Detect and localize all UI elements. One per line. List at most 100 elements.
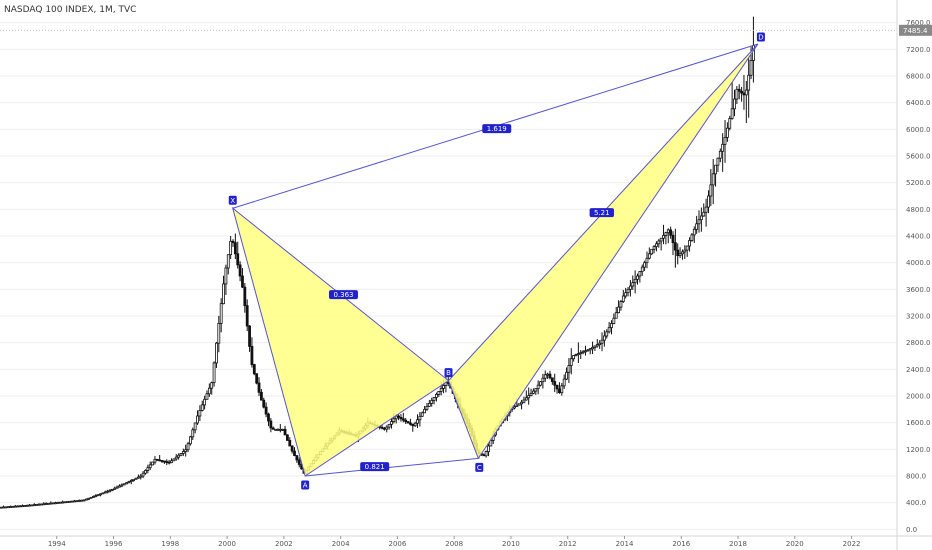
candle-body [709,184,713,197]
x-tick-label: 2008 [445,540,463,548]
candle-body [37,503,41,506]
candle-body [387,423,391,428]
candle-body [401,418,405,421]
candle-body [617,306,620,314]
candle-body [735,88,739,100]
candle-body [11,505,15,508]
candle-body [16,505,20,508]
pattern-line-ac [305,457,479,477]
candle-body [23,505,27,507]
candle-body [742,92,746,96]
candle-body [250,345,254,365]
candle-body [737,88,741,92]
candle-body [103,491,107,494]
candle-body [430,399,434,404]
candle-body [655,243,658,247]
candle-body [172,458,176,462]
x-tick-label: 1996 [105,540,123,548]
candle-body [437,391,441,395]
candle-body [25,504,29,507]
candle-body [548,373,552,379]
candle-body [629,285,632,290]
candle-body [541,377,545,383]
candle-body [196,415,199,424]
candle-body [553,381,557,386]
candle-body [267,413,270,422]
candle-body [390,421,393,425]
candle-body [574,354,578,356]
candle-body [529,392,533,396]
candle-body [115,486,119,489]
ratio-label: 0.363 [333,291,353,299]
candle-body [607,327,611,333]
candle-body [283,428,287,436]
candle-body [56,502,60,504]
x-tick-label: 2002 [275,540,293,548]
candle-body [676,249,680,257]
candle-body [290,445,294,452]
candle-body [550,377,554,382]
candle-body [89,496,93,499]
candle-body [108,489,112,492]
candle-body [132,478,136,481]
grid-layer [0,22,897,530]
candle-body [210,382,214,389]
candle-body [416,419,419,424]
candle-body [207,387,211,395]
candle-body [87,497,91,500]
candle-body [591,346,594,350]
ratio-badge [589,208,614,218]
candle-body [257,382,261,393]
candle-body [555,384,559,390]
candle-body [167,461,171,464]
candle-body [657,240,661,245]
candle-body [586,349,590,352]
candle-body [21,505,24,508]
candle-body [241,275,244,288]
candle-body [278,428,282,431]
candle-body [671,234,675,244]
candle-body [120,484,124,487]
y-tick-label: 4000.0 [906,259,931,267]
x-tick-label: 2004 [332,540,350,548]
harmonic-pattern: 0.363 0.821 5.21 1.619 X A B C D [228,32,765,490]
candle-body [484,451,488,457]
candle-body [215,342,218,364]
candle-body [264,406,268,415]
y-tick-label: 5200.0 [906,179,931,187]
y-tick-label: 1600.0 [906,419,931,427]
candle-body [236,253,240,266]
y-tick-label: 800.0 [906,473,926,481]
candle-body [640,266,644,272]
candle-body [442,385,445,389]
candle-body [527,395,531,399]
candle-body [274,428,277,431]
candle-body [222,283,225,305]
candle-body [392,418,396,422]
candle-body [560,385,564,394]
candle-body [619,301,623,308]
x-tick-label: 2010 [502,540,520,548]
candle-body [652,246,656,250]
candle-body [631,282,635,287]
ratio-label: 1.619 [487,125,507,133]
candle-body [427,402,431,407]
candle-body [170,460,173,464]
candle-body [47,502,50,505]
y-tick-label: 0.0 [906,526,917,534]
candle-body [96,494,100,497]
candle-body [579,352,583,355]
candle-body [593,345,597,348]
candle-body [536,384,540,390]
candle-body [99,493,102,496]
candle-body [212,362,216,384]
candle-body [685,245,689,251]
candle-body [92,496,95,498]
ratio-label: 5.21 [594,209,610,217]
y-tick-label: 6400.0 [906,99,931,107]
candle-body [4,506,8,509]
candle-body [136,476,140,479]
candle-body [61,501,65,504]
x-tick-label: 2016 [672,540,690,548]
